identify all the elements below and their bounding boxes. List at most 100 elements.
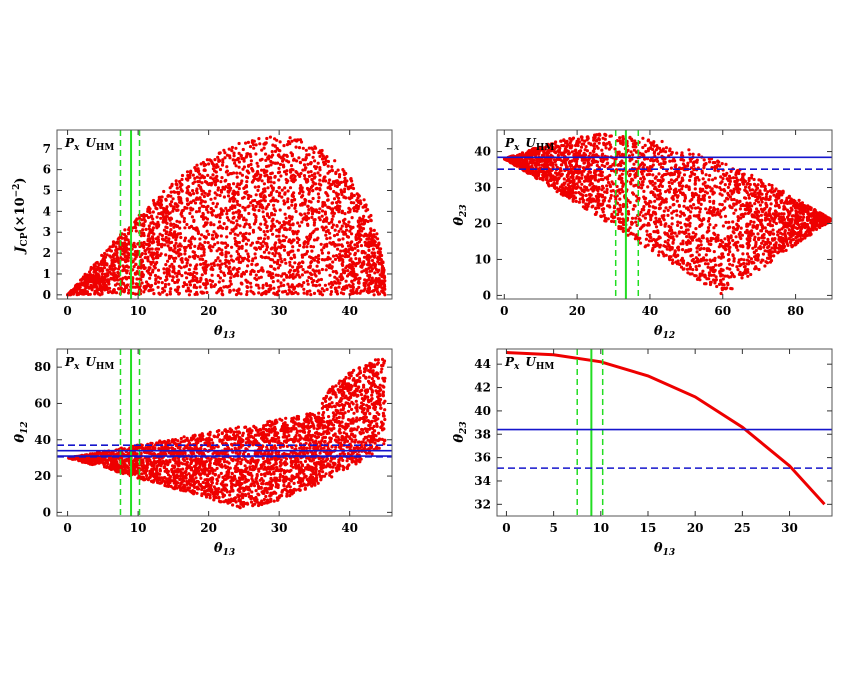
data-point bbox=[142, 231, 146, 235]
data-point bbox=[331, 214, 335, 218]
data-point bbox=[268, 135, 272, 139]
data-point bbox=[247, 259, 251, 263]
data-point bbox=[263, 174, 267, 178]
data-point bbox=[288, 136, 292, 140]
data-point bbox=[188, 246, 193, 250]
x-tick-label: 40 bbox=[341, 304, 358, 318]
data-point bbox=[263, 142, 267, 146]
data-point bbox=[193, 237, 197, 241]
data-point bbox=[150, 247, 154, 251]
data-point bbox=[317, 216, 321, 220]
data-point bbox=[180, 214, 184, 218]
data-point bbox=[182, 216, 186, 221]
data-point bbox=[361, 227, 366, 231]
data-point bbox=[139, 234, 143, 238]
data-point bbox=[767, 183, 771, 187]
data-point bbox=[121, 269, 125, 273]
data-point bbox=[299, 189, 303, 193]
data-point bbox=[599, 159, 603, 163]
data-point bbox=[687, 232, 691, 236]
data-point bbox=[175, 190, 180, 194]
y-tick-label: 0 bbox=[43, 288, 51, 302]
data-point bbox=[312, 229, 316, 233]
data-point bbox=[215, 174, 219, 178]
data-point bbox=[658, 188, 662, 193]
x-tick-label: 0 bbox=[63, 304, 71, 318]
data-point bbox=[210, 213, 214, 217]
data-point bbox=[793, 199, 797, 203]
data-point bbox=[176, 204, 180, 208]
data-point bbox=[383, 284, 387, 289]
data-point bbox=[357, 236, 361, 240]
data-point bbox=[332, 189, 336, 194]
data-point bbox=[250, 241, 255, 245]
data-point bbox=[198, 176, 202, 180]
data-point bbox=[614, 197, 618, 201]
data-point bbox=[317, 182, 321, 186]
data-point bbox=[324, 191, 328, 195]
data-point bbox=[276, 171, 281, 175]
data-point bbox=[207, 182, 211, 187]
data-point bbox=[547, 184, 551, 188]
data-point bbox=[379, 258, 383, 262]
data-point bbox=[196, 170, 200, 174]
data-point bbox=[229, 197, 233, 201]
data-point bbox=[357, 279, 361, 284]
data-point bbox=[734, 176, 738, 180]
data-point bbox=[320, 293, 325, 297]
data-point bbox=[172, 207, 176, 211]
data-point bbox=[744, 208, 748, 212]
data-point bbox=[234, 210, 238, 214]
data-point bbox=[219, 226, 223, 230]
data-point bbox=[212, 223, 216, 227]
y-axis-label-close: ) bbox=[13, 177, 28, 183]
data-point bbox=[209, 249, 213, 253]
data-point bbox=[266, 175, 270, 179]
data-point bbox=[306, 282, 310, 286]
data-point bbox=[360, 229, 364, 233]
data-point bbox=[744, 185, 748, 189]
data-point bbox=[292, 158, 296, 162]
data-point bbox=[135, 217, 139, 221]
data-point bbox=[704, 173, 708, 177]
data-point bbox=[217, 288, 221, 292]
data-point bbox=[202, 253, 206, 257]
data-point bbox=[336, 256, 340, 260]
data-point bbox=[265, 245, 269, 249]
data-point bbox=[123, 285, 128, 289]
data-point bbox=[233, 205, 237, 209]
data-point bbox=[272, 203, 276, 207]
data-point bbox=[328, 241, 332, 245]
data-point bbox=[288, 142, 292, 146]
data-point bbox=[163, 285, 167, 289]
data-point bbox=[620, 212, 624, 216]
data-point bbox=[265, 224, 269, 228]
data-point bbox=[219, 207, 223, 211]
data-point bbox=[158, 276, 162, 280]
data-point bbox=[369, 213, 373, 218]
data-point bbox=[348, 229, 352, 233]
data-point bbox=[331, 254, 336, 258]
data-point bbox=[220, 289, 224, 293]
data-point bbox=[169, 204, 173, 208]
data-point bbox=[342, 221, 346, 225]
data-point bbox=[337, 238, 342, 242]
data-point bbox=[338, 275, 342, 279]
data-point bbox=[254, 204, 258, 209]
data-point bbox=[277, 285, 281, 289]
data-point bbox=[752, 238, 757, 242]
data-point bbox=[250, 168, 255, 172]
data-point bbox=[193, 256, 197, 260]
data-point bbox=[249, 285, 253, 289]
data-point bbox=[290, 203, 294, 207]
data-point bbox=[228, 188, 232, 192]
data-point bbox=[336, 180, 340, 184]
data-point bbox=[305, 279, 309, 283]
data-point bbox=[203, 200, 207, 204]
data-point bbox=[301, 158, 305, 162]
data-point bbox=[241, 257, 245, 261]
data-point bbox=[260, 168, 264, 172]
data-point bbox=[338, 252, 342, 256]
data-point bbox=[382, 279, 386, 283]
data-point bbox=[339, 227, 343, 231]
